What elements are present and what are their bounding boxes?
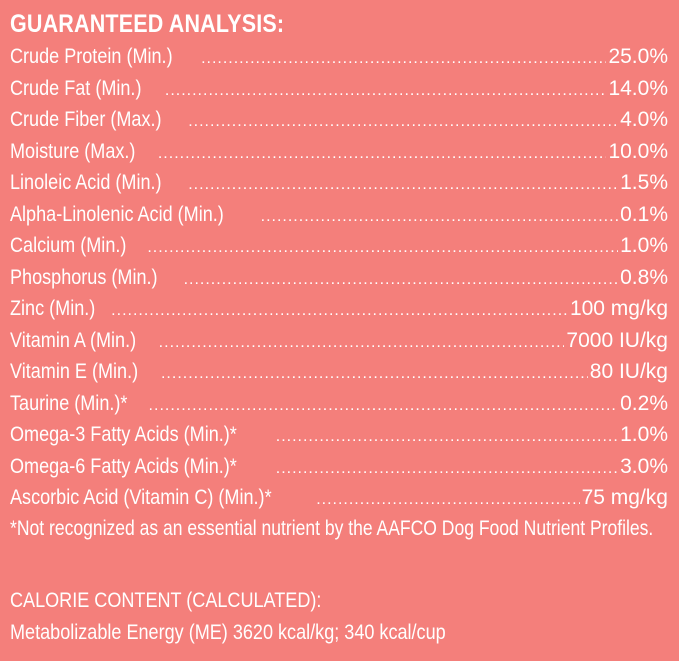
leader-dots <box>188 106 618 138</box>
analysis-row: Zinc (Min.) 100 mg/kg <box>10 293 668 325</box>
analysis-heading: GUARANTEED ANALYSIS: <box>10 10 285 38</box>
leader-dots <box>276 453 618 485</box>
analysis-row: Crude Protein (Min.) 25.0% <box>10 41 668 73</box>
calorie-heading: CALORIE CONTENT (CALCULATED): <box>10 589 322 612</box>
leader-dots <box>111 295 568 327</box>
leader-dots <box>159 327 565 359</box>
analysis-footnote: *Not recognized as an essential nutrient… <box>10 516 654 540</box>
guaranteed-analysis-panel: GUARANTEED ANALYSIS: Crude Protein (Min.… <box>10 8 668 543</box>
nutrient-name: Taurine (Min.)* <box>10 391 128 415</box>
nutrient-value: 80 IU/kg <box>589 360 668 383</box>
nutrient-name: Calcium (Min.) <box>10 234 127 257</box>
analysis-row: Moisture (Max.) 10.0% <box>10 136 668 168</box>
analysis-row: Vitamin A (Min.) 7000 IU/kg <box>10 325 668 357</box>
analysis-row: Alpha-Linolenic Acid (Min.) 0.1% <box>10 199 668 231</box>
nutrient-name: Vitamin A (Min.) <box>10 328 137 352</box>
nutrient-name: Crude Fat (Min.) <box>10 76 142 100</box>
analysis-row: Vitamin E (Min.) 80 IU/kg <box>10 356 668 388</box>
leader-dots <box>158 138 607 170</box>
leader-dots <box>188 169 618 201</box>
analysis-row: Crude Fat (Min.) 14.0% <box>10 73 668 105</box>
nutrient-name: Moisture (Max.) <box>10 139 136 163</box>
nutrient-value: 75 mg/kg <box>581 486 668 509</box>
leader-dots <box>149 390 619 422</box>
calorie-content-line: Metabolizable Energy (ME) 3620 kcal/kg; … <box>10 621 446 644</box>
analysis-table: Crude Protein (Min.) 25.0% Crude Fat (Mi… <box>10 41 668 514</box>
analysis-row: Omega-6 Fatty Acids (Min.)* 3.0% <box>10 451 668 483</box>
analysis-row: Phosphorus (Min.) 0.8% <box>10 262 668 294</box>
nutrient-name: Linoleic Acid (Min.) <box>10 171 162 194</box>
nutrient-value: 1.0% <box>620 423 668 446</box>
nutrient-name: Phosphorus (Min.) <box>10 265 158 289</box>
nutrient-value: 7000 IU/kg <box>566 328 668 352</box>
leader-dots <box>184 264 619 296</box>
nutrient-name: Zinc (Min.) <box>10 297 96 320</box>
nutrient-value: 0.2% <box>620 391 668 415</box>
analysis-row: Taurine (Min.)* 0.2% <box>10 388 668 420</box>
nutrient-value: 10.0% <box>608 139 668 163</box>
leader-dots <box>201 43 606 75</box>
nutrient-name: Ascorbic Acid (Vitamin C) (Min.)* <box>10 486 272 509</box>
nutrient-value: 0.8% <box>620 265 668 289</box>
nutrient-name: Vitamin E (Min.) <box>10 360 139 383</box>
leader-dots <box>165 75 607 107</box>
nutrient-value: 0.1% <box>620 202 668 226</box>
nutrient-value: 1.0% <box>620 234 668 257</box>
nutrient-name: Crude Fiber (Max.) <box>10 108 162 131</box>
analysis-row: Linoleic Acid (Min.) 1.5% <box>10 167 668 199</box>
nutrient-name: Omega-3 Fatty Acids (Min.)* <box>10 423 237 446</box>
nutrient-value: 1.5% <box>620 171 668 194</box>
analysis-row: Calcium (Min.) 1.0% <box>10 230 668 262</box>
analysis-row: Ascorbic Acid (Vitamin C) (Min.)* 75 mg/… <box>10 482 668 514</box>
nutrient-value: 14.0% <box>608 76 668 100</box>
leader-dots <box>161 358 588 390</box>
nutrient-value: 25.0% <box>608 45 668 68</box>
nutrient-name: Crude Protein (Min.) <box>10 45 173 68</box>
leader-dots <box>276 421 618 453</box>
leader-dots <box>261 201 619 233</box>
analysis-row: Omega-3 Fatty Acids (Min.)* 1.0% <box>10 419 668 451</box>
analysis-row: Crude Fiber (Max.) 4.0% <box>10 104 668 136</box>
leader-dots <box>316 484 579 516</box>
nutrient-value: 100 mg/kg <box>569 297 668 320</box>
leader-dots <box>147 232 618 264</box>
nutrient-value: 4.0% <box>620 108 668 131</box>
nutrient-name: Alpha-Linolenic Acid (Min.) <box>10 202 224 226</box>
nutrient-value: 3.0% <box>620 454 668 478</box>
nutrient-name: Omega-6 Fatty Acids (Min.)* <box>10 454 237 478</box>
